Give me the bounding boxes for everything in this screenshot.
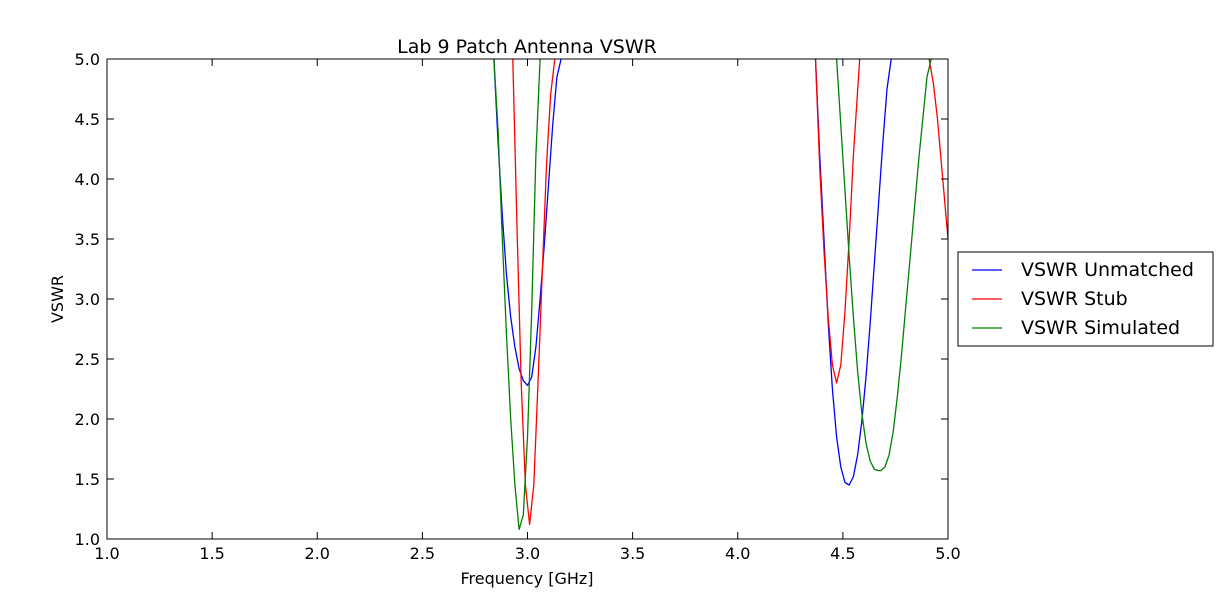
- series-line-vswr-unmatched: [493, 59, 562, 387]
- y-tick-label: 2.0: [75, 410, 100, 429]
- y-tick-label: 4.0: [75, 170, 100, 189]
- series-line-vswr-simulated: [835, 59, 932, 472]
- series-line-vswr-stub: [512, 59, 556, 526]
- legend: VSWR Unmatched VSWR Stub VSWR Simulated: [957, 251, 1214, 347]
- y-tick-label: 2.5: [75, 350, 100, 369]
- series-line-vswr-simulated: [493, 59, 541, 531]
- x-tick-label: 1.0: [94, 544, 119, 563]
- x-tick-label: 5.0: [935, 544, 960, 563]
- chart-title: Lab 9 Patch Antenna VSWR: [397, 36, 657, 58]
- y-tick-label: 4.5: [75, 110, 100, 129]
- series-line-vswr-stub: [814, 59, 861, 384]
- x-tick-label: 1.5: [199, 544, 224, 563]
- legend-items: VSWR Unmatched VSWR Stub VSWR Simulated: [972, 259, 1194, 339]
- x-tick-label: 3.5: [620, 544, 645, 563]
- series-line-vswr-stub: [928, 59, 948, 240]
- legend-label: VSWR Stub: [1021, 288, 1128, 310]
- legend-label: VSWR Unmatched: [1021, 259, 1194, 281]
- plot-frame: [106, 58, 949, 540]
- legend-label: VSWR Simulated: [1021, 317, 1180, 339]
- x-tick-label: 4.5: [830, 544, 855, 563]
- y-axis-label: VSWR: [48, 275, 67, 323]
- plot-area: [107, 59, 948, 539]
- y-tick-label: 3.0: [75, 290, 100, 309]
- y-tick-label: 1.5: [75, 470, 100, 489]
- x-tick-label: 2.0: [305, 544, 330, 563]
- x-tick-label: 2.5: [410, 544, 435, 563]
- y-tick-label: 3.5: [75, 230, 100, 249]
- x-axis-label: Frequency [GHz]: [460, 569, 593, 588]
- series-layer: [493, 59, 948, 531]
- x-tick-label: 4.0: [725, 544, 750, 563]
- x-tick-label: 3.0: [515, 544, 540, 563]
- y-tick-label: 1.0: [75, 530, 100, 549]
- tick-layer: 1.0 1.5 2.0 2.5 3.0 3.5 4.0 4.5 5.0 1.0 1.5 2.0 2.5 3…: [75, 50, 961, 563]
- y-tick-label: 5.0: [75, 50, 100, 69]
